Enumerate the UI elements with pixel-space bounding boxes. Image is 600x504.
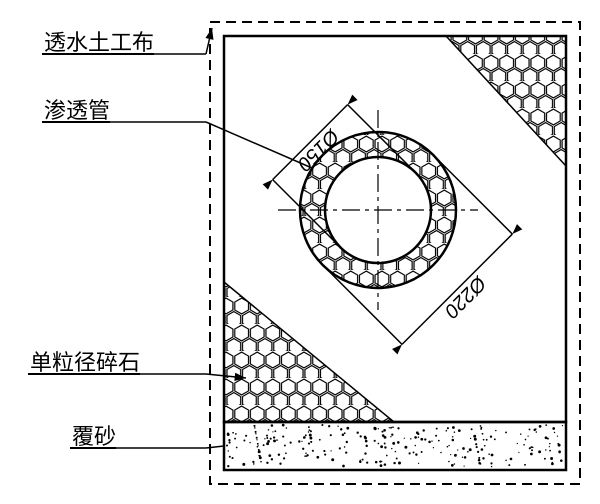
label-gravel: 单粒径碎石 [28,350,246,381]
label-gravel-text: 单粒径碎石 [30,350,140,375]
label-sand-text: 覆砂 [72,424,116,449]
label-geotextile: 透水土工布 [42,28,213,55]
label-sand: 覆砂 [70,424,224,449]
dim-outer-label: Ø220 [440,271,491,322]
label-perm-pipe-text: 渗透管 [44,98,110,123]
sand-stipple [226,424,563,468]
label-geotextile-text: 透水土工布 [44,30,154,55]
label-perm-pipe: 渗透管 [42,98,312,168]
